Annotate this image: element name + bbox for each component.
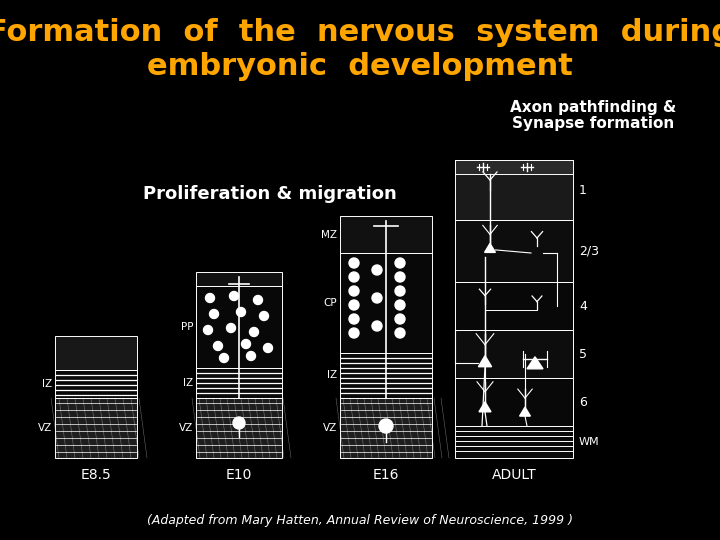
Circle shape xyxy=(214,341,222,350)
Bar xyxy=(455,330,573,378)
Text: 5: 5 xyxy=(579,348,587,361)
Polygon shape xyxy=(478,356,492,367)
Circle shape xyxy=(210,309,218,319)
Circle shape xyxy=(204,326,212,334)
Text: VZ: VZ xyxy=(323,423,337,433)
Circle shape xyxy=(395,286,405,296)
Circle shape xyxy=(379,419,393,433)
Circle shape xyxy=(349,328,359,338)
Circle shape xyxy=(233,417,245,429)
Circle shape xyxy=(227,323,235,333)
Bar xyxy=(340,353,432,398)
Bar xyxy=(196,368,282,398)
Circle shape xyxy=(349,258,359,268)
Text: 1: 1 xyxy=(579,184,587,197)
Text: IZ: IZ xyxy=(327,370,337,381)
Circle shape xyxy=(349,314,359,324)
Circle shape xyxy=(349,300,359,310)
Text: PP: PP xyxy=(181,322,193,332)
Text: 6: 6 xyxy=(579,395,587,408)
Circle shape xyxy=(250,327,258,336)
Bar xyxy=(340,253,432,353)
Polygon shape xyxy=(479,402,491,412)
Text: Axon pathfinding &: Axon pathfinding & xyxy=(510,100,676,115)
Text: CP: CP xyxy=(323,298,337,308)
Circle shape xyxy=(236,307,246,316)
Circle shape xyxy=(253,295,263,305)
Text: IZ: IZ xyxy=(42,379,52,389)
Bar xyxy=(196,398,282,458)
Circle shape xyxy=(220,354,228,362)
Text: E16: E16 xyxy=(373,468,400,482)
Polygon shape xyxy=(485,244,495,252)
Bar xyxy=(55,370,137,398)
Bar xyxy=(455,220,573,282)
Bar xyxy=(455,282,573,330)
Text: 2/3: 2/3 xyxy=(579,245,599,258)
Circle shape xyxy=(349,286,359,296)
Bar xyxy=(196,286,282,368)
Text: WM: WM xyxy=(579,437,600,447)
Bar xyxy=(455,160,573,174)
Bar xyxy=(55,336,137,370)
Polygon shape xyxy=(527,357,543,369)
Text: MZ: MZ xyxy=(321,230,337,240)
Bar xyxy=(340,216,432,253)
Polygon shape xyxy=(520,407,531,416)
Circle shape xyxy=(372,293,382,303)
Bar xyxy=(455,426,573,458)
Circle shape xyxy=(349,272,359,282)
Circle shape xyxy=(372,321,382,331)
Text: 4: 4 xyxy=(579,300,587,313)
Text: E10: E10 xyxy=(226,468,252,482)
Circle shape xyxy=(246,352,256,361)
Circle shape xyxy=(395,272,405,282)
Text: Synapse formation: Synapse formation xyxy=(512,116,674,131)
Circle shape xyxy=(259,312,269,321)
Circle shape xyxy=(372,265,382,275)
Bar xyxy=(455,160,573,220)
Text: VZ: VZ xyxy=(179,423,193,433)
Bar xyxy=(196,272,282,286)
Text: embryonic  development: embryonic development xyxy=(147,52,573,81)
Circle shape xyxy=(395,300,405,310)
Bar xyxy=(455,378,573,426)
Circle shape xyxy=(395,314,405,324)
Text: E8.5: E8.5 xyxy=(81,468,112,482)
Bar xyxy=(55,398,137,458)
Circle shape xyxy=(264,343,272,353)
Text: (Adapted from Mary Hatten, Annual Review of Neuroscience, 1999 ): (Adapted from Mary Hatten, Annual Review… xyxy=(147,514,573,527)
Text: IZ: IZ xyxy=(183,378,193,388)
Circle shape xyxy=(395,328,405,338)
Text: VZ: VZ xyxy=(37,423,52,433)
Circle shape xyxy=(241,340,251,348)
Circle shape xyxy=(395,258,405,268)
Text: Proliferation & migration: Proliferation & migration xyxy=(143,185,397,203)
Text: Formation  of  the  nervous  system  during: Formation of the nervous system during xyxy=(0,18,720,47)
Circle shape xyxy=(205,294,215,302)
Text: ADULT: ADULT xyxy=(492,468,536,482)
Bar xyxy=(340,398,432,458)
Circle shape xyxy=(230,292,238,300)
